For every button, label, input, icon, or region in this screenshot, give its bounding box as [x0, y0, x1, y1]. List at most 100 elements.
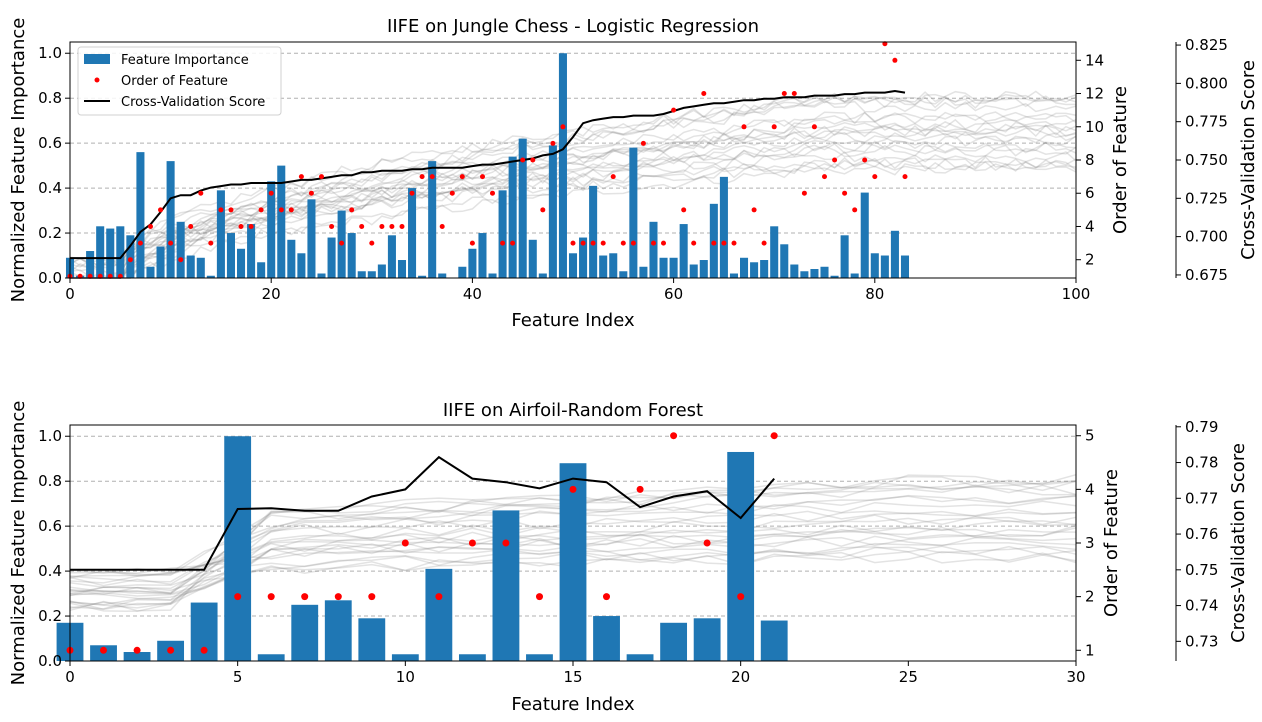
importance-bar [508, 156, 517, 278]
x-tick-label: 25 [899, 668, 918, 686]
x-tick-label: 40 [463, 285, 482, 303]
importance-bar [860, 192, 869, 278]
x-tick-label: 80 [865, 285, 884, 303]
importance-bars [56, 436, 788, 661]
importance-bar [820, 266, 829, 278]
y-tick-label: 0.0 [38, 269, 62, 287]
importance-bar [498, 190, 507, 278]
order-dot [630, 240, 636, 246]
order-dot [536, 593, 543, 601]
background-cv-line [69, 141, 1077, 270]
order-dot [550, 140, 556, 146]
legend-importance: Feature Importance [121, 53, 249, 68]
importance-bar [559, 463, 587, 661]
importance-bar [247, 224, 256, 278]
cv-tick-label: 0.75 [1185, 561, 1218, 579]
order-dot [319, 174, 324, 180]
cv-tick-label: 0.800 [1185, 74, 1228, 92]
order-dot [435, 593, 443, 601]
importance-bar [408, 188, 417, 278]
importance-bar [327, 237, 336, 278]
order-tick-label: 2 [1085, 251, 1095, 269]
order-dot [379, 224, 385, 229]
importance-bar [639, 266, 648, 278]
y-axis-label: Normalized Feature Importance [8, 401, 29, 686]
importance-bar [528, 239, 537, 278]
order-dot [188, 224, 194, 229]
importance-bar [397, 260, 407, 278]
cv-tick-label: 0.76 [1185, 525, 1218, 543]
order-tick-label: 3 [1085, 534, 1095, 552]
order-dot [500, 240, 506, 246]
importance-bar [418, 275, 427, 278]
background-cv-line [69, 100, 1077, 279]
importance-bar [900, 255, 910, 278]
importance-bars [65, 53, 910, 278]
order-dot [781, 91, 787, 96]
background-cv-line [70, 144, 1077, 279]
importance-bar [176, 221, 185, 278]
background-cv-line [70, 157, 1077, 279]
cv-tick-label: 0.725 [1185, 189, 1228, 207]
background-cv-line [69, 127, 1077, 266]
order-dot [737, 593, 745, 601]
order-dot [480, 174, 485, 180]
order-dot [872, 174, 878, 180]
importance-bar [146, 266, 155, 278]
order-dot [801, 190, 807, 196]
importance-bar [699, 260, 708, 278]
background-cv-line [70, 139, 1077, 279]
importance-bar [96, 226, 105, 278]
order-dot [731, 240, 737, 246]
chart-title: IIFE on Jungle Chess - Logistic Regressi… [387, 16, 759, 37]
order-dot [603, 593, 610, 601]
importance-bar [619, 271, 628, 278]
background-cv-line [70, 135, 1077, 279]
importance-bar [740, 257, 749, 278]
order-dot [234, 593, 242, 601]
importance-bar [126, 235, 135, 278]
order-dot [339, 240, 345, 246]
order-dot [429, 174, 435, 180]
cv-score-line [70, 455, 775, 571]
legend-order: Order of Feature [121, 74, 228, 89]
order-dot [167, 646, 175, 654]
order-dot [127, 257, 133, 263]
cv-tick-label: 0.79 [1185, 418, 1218, 436]
order-dot [248, 224, 254, 229]
importance-bar [438, 273, 447, 278]
importance-bar [358, 618, 386, 661]
order-dot [721, 240, 727, 246]
x-axis-label: Feature Index [511, 310, 635, 331]
x-ticks: 0 5 10 15 20 25 30 [65, 661, 1086, 686]
order-dot [238, 224, 244, 229]
x-tick-label: 15 [563, 668, 582, 686]
importance-bar [609, 253, 618, 278]
importance-bar [593, 616, 620, 661]
order-dot [711, 240, 717, 246]
importance-bar [468, 248, 477, 278]
order-dot [651, 240, 656, 246]
order-dot [691, 240, 697, 246]
y-axis-label: Normalized Feature Importance [8, 18, 29, 303]
background-cv-line [69, 159, 1077, 269]
y-tick-label: 0.4 [38, 562, 62, 580]
cv-ticks: 0.675 0.700 0.725 0.750 0.775 0.800 0.825 [1175, 36, 1228, 284]
importance-bar [800, 271, 809, 278]
background-cv-line [70, 124, 1077, 279]
order-dot [133, 646, 141, 654]
importance-bar [669, 257, 678, 278]
cv-tick-label: 0.750 [1185, 151, 1228, 169]
order-dot [671, 107, 677, 113]
importance-bar [558, 53, 567, 278]
importance-bar [727, 451, 755, 661]
y-tick-label: 0.2 [38, 607, 62, 625]
background-cv-line [70, 163, 1077, 279]
importance-bar [589, 185, 598, 278]
importance-bar [719, 176, 728, 278]
x-tick-label: 0 [65, 285, 75, 303]
importance-bar [679, 224, 688, 278]
order-dot [208, 240, 214, 246]
importance-bar [568, 253, 578, 278]
importance-bar [237, 248, 246, 278]
